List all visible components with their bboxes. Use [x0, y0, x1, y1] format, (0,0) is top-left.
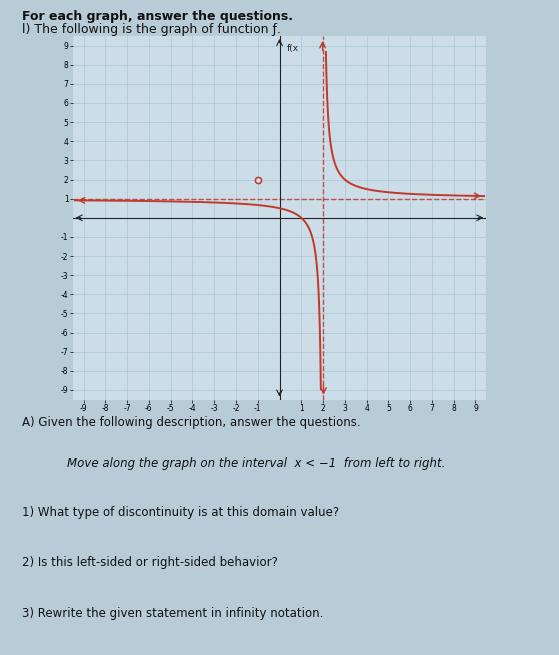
Text: 1) What type of discontinuity is at this domain value?: 1) What type of discontinuity is at this…	[22, 506, 339, 519]
Text: 3) Rewrite the given statement in infinity notation.: 3) Rewrite the given statement in infini…	[22, 607, 324, 620]
Text: Move along the graph on the interval  x < −1  from left to right.: Move along the graph on the interval x <…	[67, 457, 446, 470]
Text: A) Given the following description, answer the questions.: A) Given the following description, answ…	[22, 416, 361, 429]
Text: l) The following is the graph of function ƒ.: l) The following is the graph of functio…	[22, 23, 281, 36]
Text: For each graph, answer the questions.: For each graph, answer the questions.	[22, 10, 293, 23]
Text: f(x: f(x	[287, 44, 299, 52]
Text: 2) Is this left-sided or right-sided behavior?: 2) Is this left-sided or right-sided beh…	[22, 557, 278, 569]
